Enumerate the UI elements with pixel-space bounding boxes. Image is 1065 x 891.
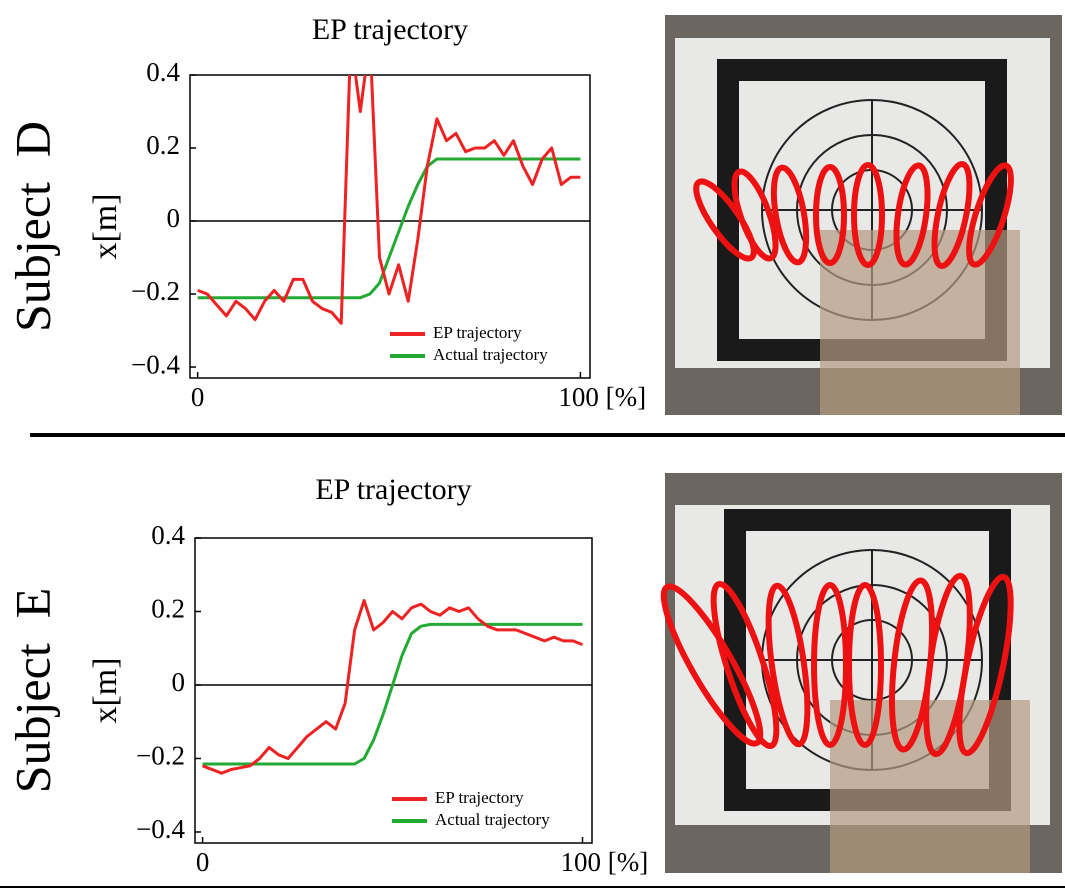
y-tick-label: 0.4: [151, 520, 185, 550]
y-axis-label: x[m]: [87, 193, 124, 259]
x-tick-label: 0: [191, 382, 205, 412]
y-tick-label: 0: [167, 203, 181, 233]
chart-title: EP trajectory: [312, 13, 468, 46]
y-tick-label: 0.4: [146, 57, 180, 87]
plot-area: [202, 599, 584, 775]
y-axis-label: x[m]: [87, 657, 124, 723]
plot-frame: [194, 537, 593, 844]
legend-label: EP trajectory: [435, 788, 524, 807]
x-tick-label: 100 [%]: [561, 847, 649, 877]
row-label: Subject E: [4, 588, 60, 794]
y-tick-label: −0.2: [131, 276, 180, 306]
chart-title: EP trajectory: [315, 473, 471, 506]
legend-label: Actual trajectory: [435, 810, 550, 829]
y-tick-label: −0.4: [131, 349, 180, 379]
plot-area: [197, 75, 581, 325]
data-line: [202, 599, 584, 775]
photo-top: [665, 15, 1062, 415]
y-tick-label: 0.2: [146, 130, 180, 160]
row-label: Subject D: [4, 121, 60, 332]
x-tick-label: 0: [196, 847, 210, 877]
y-tick-label: 0.2: [151, 594, 185, 624]
photo-bottom: [660, 473, 1062, 873]
data-line: [197, 157, 581, 300]
y-tick-label: −0.2: [136, 741, 185, 771]
plot-frame: [189, 74, 591, 379]
x-tick-label: 100 [%]: [558, 382, 646, 412]
legend-label: EP trajectory: [433, 323, 522, 342]
data-line: [202, 622, 583, 766]
data-line: [197, 75, 581, 325]
legend-label: Actual trajectory: [433, 345, 548, 364]
y-tick-label: −0.4: [136, 814, 185, 844]
y-tick-label: 0: [172, 667, 186, 697]
